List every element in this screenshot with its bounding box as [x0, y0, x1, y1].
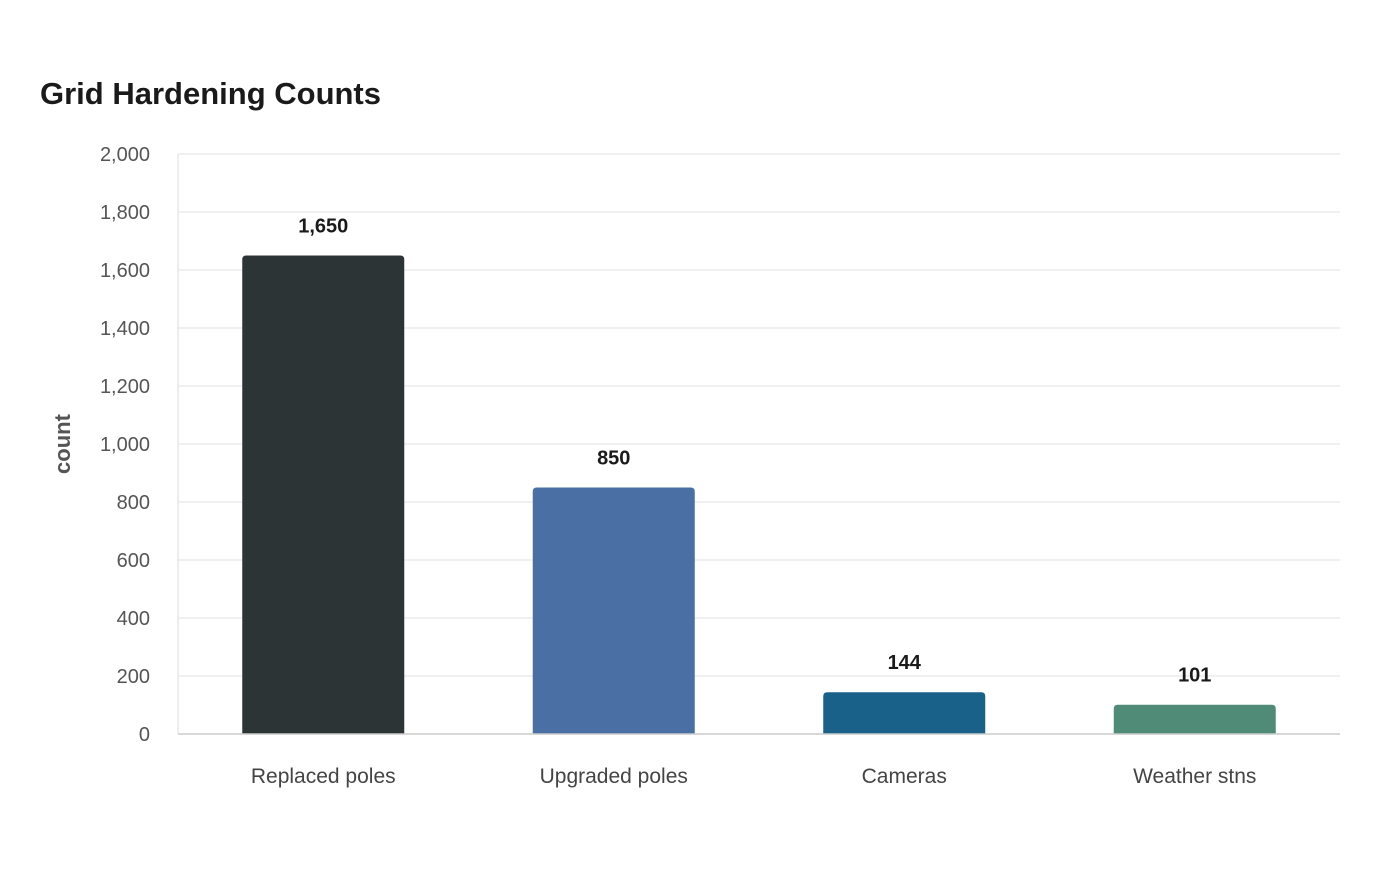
bar-value-label: 144: [888, 652, 922, 674]
x-category-label: Upgraded poles: [540, 765, 688, 788]
x-axis-category-labels: Replaced poles Upgraded poles Cameras Weath…: [251, 765, 1257, 788]
bar: [242, 255, 405, 734]
y-tick-label: 600: [117, 550, 150, 572]
bar: [532, 487, 695, 734]
chart-title: Grid Hardening Counts: [40, 76, 381, 111]
x-category-label: Weather stns: [1133, 765, 1256, 788]
bar: [1113, 704, 1276, 734]
bar-value-label: 101: [1178, 665, 1211, 687]
bar: [823, 692, 986, 734]
x-category-label: Replaced poles: [251, 765, 396, 788]
y-tick-label: 1,200: [100, 376, 150, 398]
y-tick-label: 200: [117, 666, 150, 688]
data-labels: 1,650 850 144 101: [298, 216, 1211, 687]
y-tick-label: 1,600: [100, 260, 150, 282]
y-tick-label: 800: [117, 492, 150, 514]
y-tick-label: 0: [139, 724, 150, 746]
y-tick-label: 2,000: [100, 144, 150, 166]
bar-value-label: 1,650: [298, 216, 348, 238]
bars: [242, 255, 1276, 734]
x-category-label: Cameras: [862, 765, 947, 788]
y-axis-tick-labels: 0 200 400 600 800 1,000 1,200 1,400 1,600 1,800 2,…: [100, 144, 150, 746]
y-tick-label: 1,800: [100, 202, 150, 224]
y-tick-label: 1,400: [100, 318, 150, 340]
y-tick-label: 400: [117, 608, 150, 630]
y-tick-label: 1,000: [100, 434, 150, 456]
y-axis-title: count: [50, 413, 75, 474]
bar-value-label: 850: [597, 448, 630, 470]
